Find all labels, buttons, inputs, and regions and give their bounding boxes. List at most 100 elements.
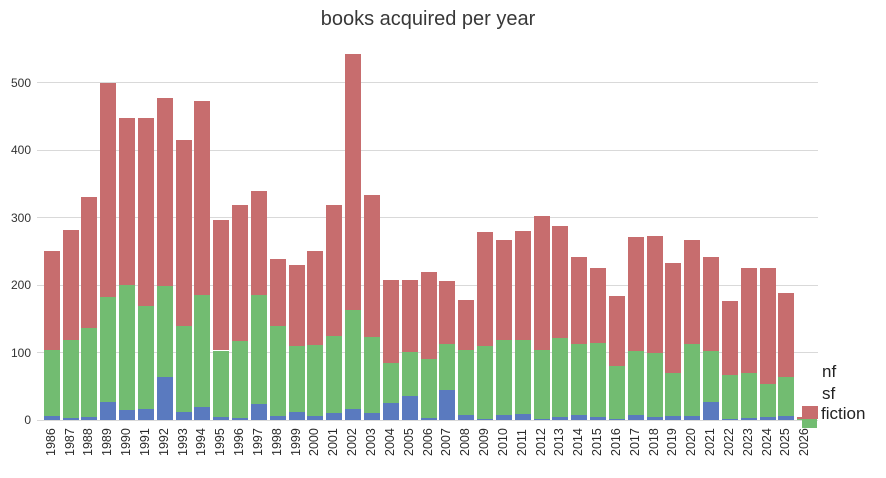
gridline-300 [37, 217, 818, 218]
x-tick-label-2008: 2008 [458, 428, 473, 456]
x-tick-label-2010: 2010 [495, 428, 510, 456]
bar-1993-sf [175, 326, 192, 412]
bar-2011-sf [514, 340, 531, 414]
x-tick-label-1987: 1987 [62, 428, 77, 456]
bar-1995-sf [213, 350, 230, 418]
bar-2023-fiction [740, 268, 757, 373]
legend-label-fiction: fiction [821, 404, 866, 423]
bar-2001-nf [326, 412, 343, 420]
x-tick-label-2007: 2007 [439, 428, 454, 456]
bar-1998-sf [269, 326, 286, 416]
bar-1999-nf [288, 411, 305, 420]
y-tick-label-0: 0 [24, 413, 31, 427]
x-tick-label-2025: 2025 [778, 428, 793, 456]
bar-2013-nf [552, 417, 569, 420]
bar-2019-fiction [665, 263, 682, 373]
bar-1994-sf [194, 295, 211, 407]
bar-1992-nf [156, 377, 173, 420]
bar-2023-nf [740, 417, 757, 420]
bar-1996-sf [232, 341, 249, 418]
chart-title: books acquired per year [320, 8, 536, 30]
bar-2015-sf [590, 343, 607, 418]
bar-1993-nf [175, 411, 192, 420]
bar-1999-sf [288, 346, 305, 412]
bar-1998-fiction [269, 259, 286, 327]
bar-2007-nf [439, 390, 456, 420]
bar-2005-nf [401, 396, 418, 420]
x-tick-label-1995: 1995 [213, 428, 228, 456]
bar-2024-sf [759, 383, 776, 418]
bar-2009-sf [477, 346, 494, 419]
bar-2009-nf [477, 418, 494, 420]
bar-2026-fiction [797, 417, 814, 419]
bar-2001-sf [326, 335, 343, 413]
bar-2010-sf [495, 339, 512, 415]
bar-2002-nf [345, 408, 362, 420]
legend-label-sf: sf [822, 384, 836, 403]
bar-2017-nf [627, 415, 644, 420]
bar-1993-fiction [175, 139, 192, 327]
x-tick-label-1991: 1991 [137, 428, 152, 456]
bar-2006-fiction [420, 272, 437, 359]
bar-1997-sf [250, 295, 267, 404]
bar-2025-fiction [778, 293, 795, 378]
bar-2019-sf [665, 372, 682, 416]
bar-2023-sf [740, 372, 757, 418]
x-tick-label-2014: 2014 [571, 428, 586, 456]
bar-1986-nf [43, 415, 60, 420]
bar-1987-nf [62, 417, 79, 420]
x-tick-label-2024: 2024 [759, 428, 774, 456]
bar-2015-fiction [590, 268, 607, 344]
gridline-0 [37, 419, 818, 421]
bar-2003-sf [363, 336, 380, 414]
bar-2017-fiction [627, 237, 644, 352]
bar-2002-sf [345, 309, 362, 409]
y-tick-label-200: 200 [10, 278, 31, 292]
x-tick-label-2000: 2000 [307, 428, 322, 456]
x-tick-label-1997: 1997 [250, 428, 265, 456]
bar-2020-nf [684, 415, 701, 420]
bar-2007-fiction [439, 280, 456, 344]
bar-1991-nf [137, 409, 154, 420]
bar-2018-fiction [646, 235, 663, 353]
bar-1997-fiction [250, 191, 267, 296]
bar-2004-nf [382, 403, 399, 420]
bar-2008-sf [458, 349, 475, 416]
bar-2012-nf [533, 418, 550, 420]
y-tick-label-500: 500 [10, 75, 31, 90]
legend-label-nf: nf [822, 362, 837, 381]
bar-1996-fiction [232, 205, 249, 342]
bar-2016-sf [608, 366, 625, 419]
bar-1996-nf [232, 417, 249, 420]
bar-1988-fiction [81, 196, 98, 328]
bar-2022-fiction [721, 301, 738, 375]
bar-2002-fiction [345, 54, 362, 310]
bar-2008-nf [458, 415, 475, 420]
x-tick-label-2017: 2017 [627, 428, 642, 456]
bar-2021-fiction [703, 256, 720, 352]
bar-1990-nf [119, 409, 136, 420]
bar-2010-nf [495, 414, 512, 420]
x-tick-label-1996: 1996 [232, 428, 247, 456]
x-tick-label-1989: 1989 [100, 428, 115, 456]
x-tick-label-2026: 2026 [797, 428, 812, 456]
bar-1994-fiction [194, 100, 211, 296]
x-tick-label-2016: 2016 [608, 428, 623, 456]
bar-2013-sf [552, 338, 569, 418]
x-tick-label-2012: 2012 [533, 428, 548, 456]
bar-2011-fiction [514, 231, 531, 341]
bar-2000-sf [307, 345, 324, 416]
bar-2004-sf [382, 363, 399, 404]
x-tick-label-2002: 2002 [345, 428, 360, 456]
bar-2003-nf [363, 413, 380, 420]
x-tick-label-2005: 2005 [401, 428, 416, 456]
y-tick-label-300: 300 [10, 210, 31, 225]
bar-2006-nf [420, 417, 437, 420]
bar-2022-sf [721, 374, 738, 419]
bar-1991-fiction [137, 118, 154, 306]
x-tick-label-2013: 2013 [552, 428, 567, 456]
bar-1986-fiction [43, 250, 60, 351]
bar-2026-sf [797, 418, 814, 420]
bar-2005-sf [401, 351, 418, 397]
x-tick-label-2019: 2019 [665, 428, 680, 456]
